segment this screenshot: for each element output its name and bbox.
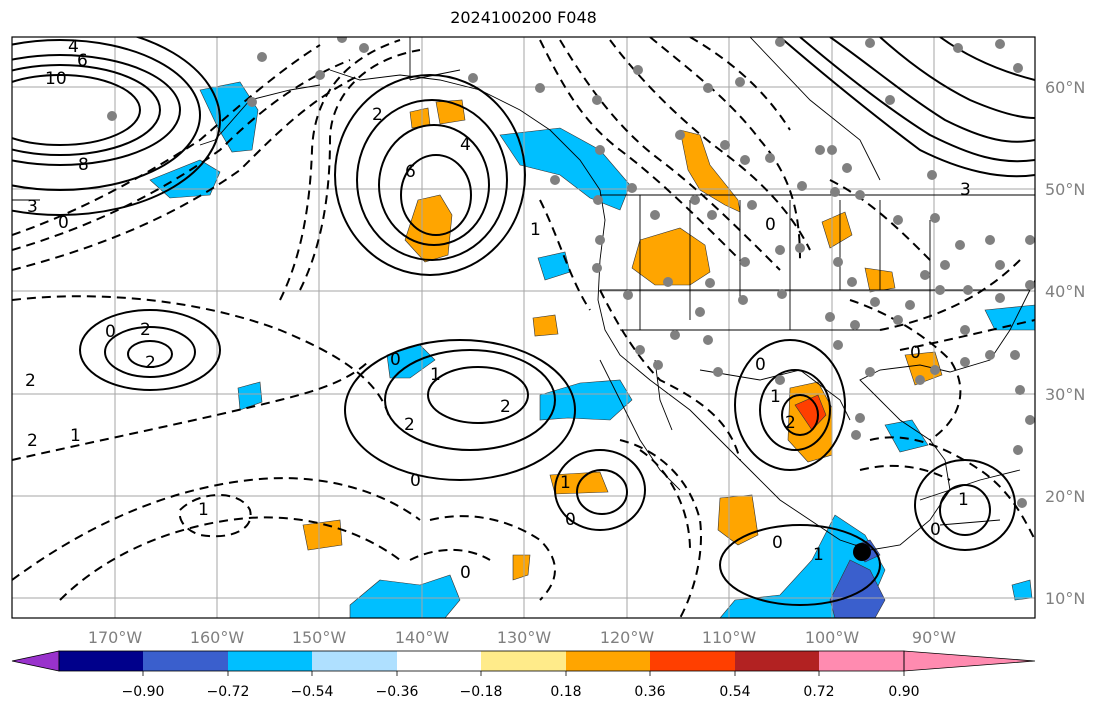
colorbar-tick-label: −0.36 — [376, 684, 419, 700]
shade-orange-rockies — [631, 227, 711, 286]
contour-label: 4 — [460, 135, 471, 155]
contour-label: 4 — [68, 37, 79, 57]
colorbar-segment — [650, 651, 735, 671]
map-content: 10 6 4 8 3 0 2 4 6 1 2 0 2 2 1 2 0 2 0 1… — [12, 37, 1035, 618]
colorbar-tick-label: −0.72 — [207, 684, 250, 700]
colorbar-segment — [59, 651, 143, 671]
lon-label: 170°W — [88, 628, 143, 647]
contour-label: 2 — [27, 431, 38, 451]
shade-blue-aleutian — [199, 81, 259, 153]
contour-label: 2 — [404, 415, 415, 435]
contour-label: 2 — [785, 413, 796, 433]
lon-label: 100°W — [805, 628, 860, 647]
contour-label: 2 — [140, 320, 151, 340]
colorbar-tick-label: −0.18 — [460, 684, 503, 700]
contour-label: 1 — [198, 500, 209, 520]
contour-label: 1 — [813, 545, 824, 565]
gridlines — [12, 37, 1035, 618]
shade-blue-hawaii-w — [237, 381, 263, 411]
shade-orange-pacific-b — [532, 314, 559, 337]
colorbar-segment — [312, 651, 397, 671]
colorbar-tick-label: 0.36 — [634, 684, 665, 700]
colorbar-tick-label: −0.90 — [122, 684, 165, 700]
contour-label: 1 — [958, 490, 969, 510]
contour-label: 0 — [460, 563, 471, 583]
contour-label: 0 — [755, 355, 766, 375]
colorbar-extend-low — [11, 650, 60, 672]
lon-label: 120°W — [600, 628, 655, 647]
lat-label: 40°N — [1045, 282, 1085, 301]
contour-label: 0 — [565, 510, 576, 530]
contour-label: 0 — [772, 533, 783, 553]
contour-label: 0 — [390, 350, 401, 370]
lon-label: 150°W — [292, 628, 347, 647]
colorbar-extend-high — [903, 650, 1036, 672]
contour-label: 2 — [372, 105, 383, 125]
contour-label: 2 — [145, 353, 156, 373]
storm-center-marker — [853, 543, 871, 561]
colorbar-tick-label: 0.54 — [719, 684, 750, 700]
colorbar-segment — [143, 651, 228, 671]
contour-label: 0 — [58, 213, 69, 233]
contour-label: 0 — [105, 322, 116, 342]
colorbar-segment — [481, 651, 566, 671]
colorbar-segment — [566, 651, 650, 671]
contour-label: 8 — [78, 155, 89, 175]
shade-orange-pacific-e — [302, 519, 343, 551]
contour-label: 1 — [560, 473, 571, 493]
lon-label: 130°W — [497, 628, 552, 647]
colorbar-tick-label: −0.54 — [291, 684, 334, 700]
shade-orange-dakota — [821, 211, 853, 249]
map-frame — [11, 36, 1036, 619]
shade-orange-gulf-alaska-small2 — [435, 99, 466, 125]
lat-label: 20°N — [1045, 487, 1085, 506]
contour-label: 1 — [530, 220, 541, 240]
lon-label: 160°W — [190, 628, 245, 647]
colorbar-segment — [735, 651, 819, 671]
contour-label: 2 — [500, 397, 511, 417]
contour-label: 0 — [910, 343, 921, 363]
contour-label: 10 — [45, 69, 67, 89]
lon-label: 140°W — [395, 628, 450, 647]
contour-labels: 10 6 4 8 3 0 2 4 6 1 2 0 2 2 1 2 0 2 0 1… — [25, 37, 971, 583]
lat-label: 10°N — [1045, 589, 1085, 608]
contour-label: 1 — [770, 387, 781, 407]
contour-label: 6 — [405, 162, 416, 182]
station-dots — [107, 37, 1035, 508]
shade-blue-south-w — [349, 574, 461, 618]
colorbar-segment — [397, 651, 481, 671]
lat-label: 30°N — [1045, 385, 1085, 404]
contour-label: 0 — [765, 215, 776, 235]
longitude-labels: 170°W 160°W 150°W 140°W 130°W 120°W 110°… — [88, 628, 956, 647]
contour-label: 1 — [70, 426, 81, 446]
colorbar-outline — [58, 650, 905, 672]
latitude-labels: 60°N 50°N 40°N 30°N 20°N 10°N — [1045, 78, 1085, 608]
contour-label: 2 — [25, 371, 36, 391]
colorbar-segment — [819, 651, 904, 671]
lon-label: 110°W — [702, 628, 757, 647]
contours-dashed — [12, 37, 1035, 618]
colorbar-segment — [228, 651, 312, 671]
contours-solid — [12, 37, 1035, 606]
colorbar-ticks — [142, 671, 905, 676]
shade-blue-baja — [539, 379, 633, 421]
coastlines — [12, 37, 1035, 551]
lat-label: 50°N — [1045, 180, 1085, 199]
contour-label: 0 — [930, 520, 941, 540]
contour-label: 6 — [77, 51, 88, 71]
contour-label: 0 — [410, 471, 421, 491]
lon-label: 90°W — [912, 628, 956, 647]
map-title: 2024100200 F048 — [450, 8, 597, 27]
contour-label: 3 — [27, 197, 38, 217]
colorbar-tick-label: 0.18 — [550, 684, 581, 700]
contour-label: 1 — [430, 365, 441, 385]
contour-label: 3 — [960, 180, 971, 200]
colorbar: −0.90 −0.72 −0.54 −0.36 −0.18 0.18 0.36 … — [11, 650, 1036, 700]
shade-orange-gulf-coast — [904, 351, 943, 386]
colorbar-tick-label: 0.72 — [803, 684, 834, 700]
lat-label: 60°N — [1045, 78, 1085, 97]
shade-blue-south-e-dark — [829, 559, 886, 618]
colorbar-tick-label: 0.90 — [888, 684, 919, 700]
